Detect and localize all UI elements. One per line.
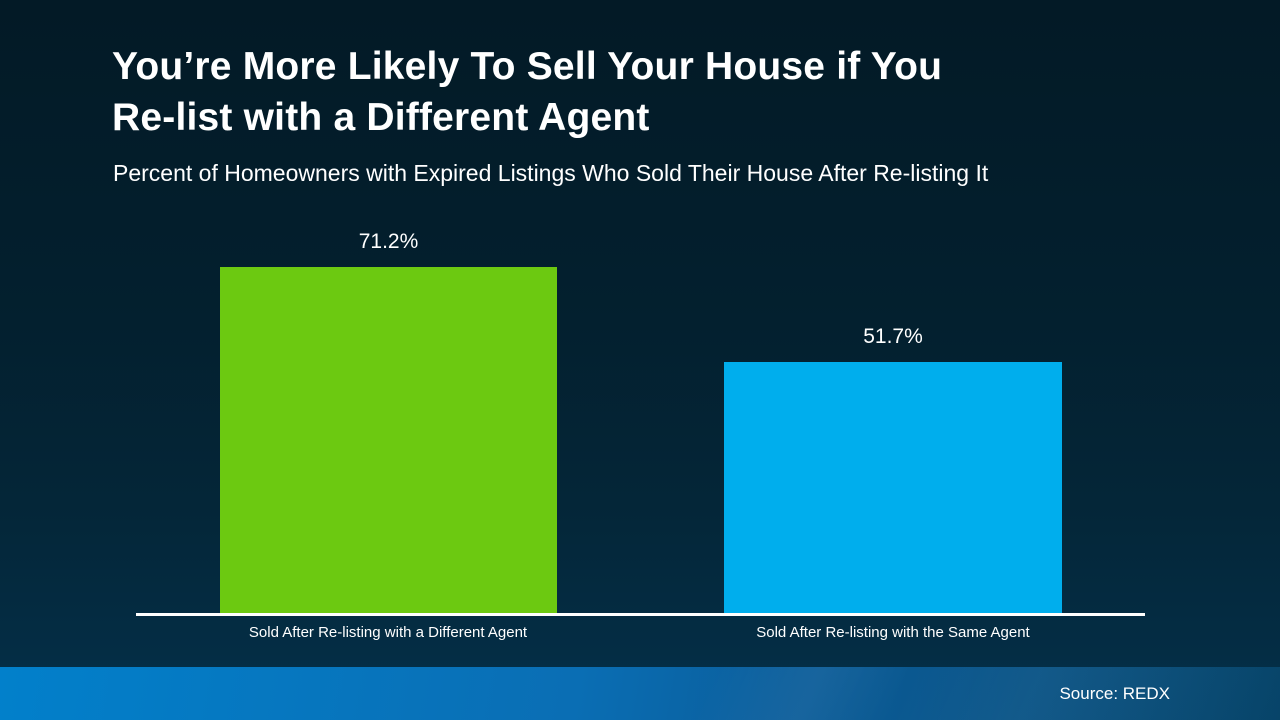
bar-value-label-same-agent: 51.7%: [863, 325, 923, 348]
bar-same-agent: [724, 362, 1062, 613]
page-title: You’re More Likely To Sell Your House if…: [112, 41, 942, 143]
bar-group-same-agent: 51.7%: [724, 324, 1062, 613]
source-label: Source: REDX: [1059, 683, 1170, 703]
bar-value-label-different-agent: 71.2%: [358, 230, 419, 253]
bar-different-agent: [220, 267, 557, 613]
category-label-different-agent: Sold After Re-listing with a Different A…: [248, 624, 528, 641]
page-title-line2: Re-list with a Different Agent: [112, 96, 650, 139]
category-label-same-agent: Sold After Re-listing with the Same Agen…: [756, 624, 1030, 641]
chart-subtitle: Percent of Homeowners with Expired Listi…: [113, 160, 989, 186]
footer-sheen: [0, 667, 1280, 720]
footer-bar: Source: REDX: [0, 667, 1280, 720]
x-axis-line: [136, 613, 1145, 616]
bar-group-different-agent: 71.2%: [220, 229, 557, 613]
page-title-line1: You’re More Likely To Sell Your House if…: [112, 45, 943, 88]
